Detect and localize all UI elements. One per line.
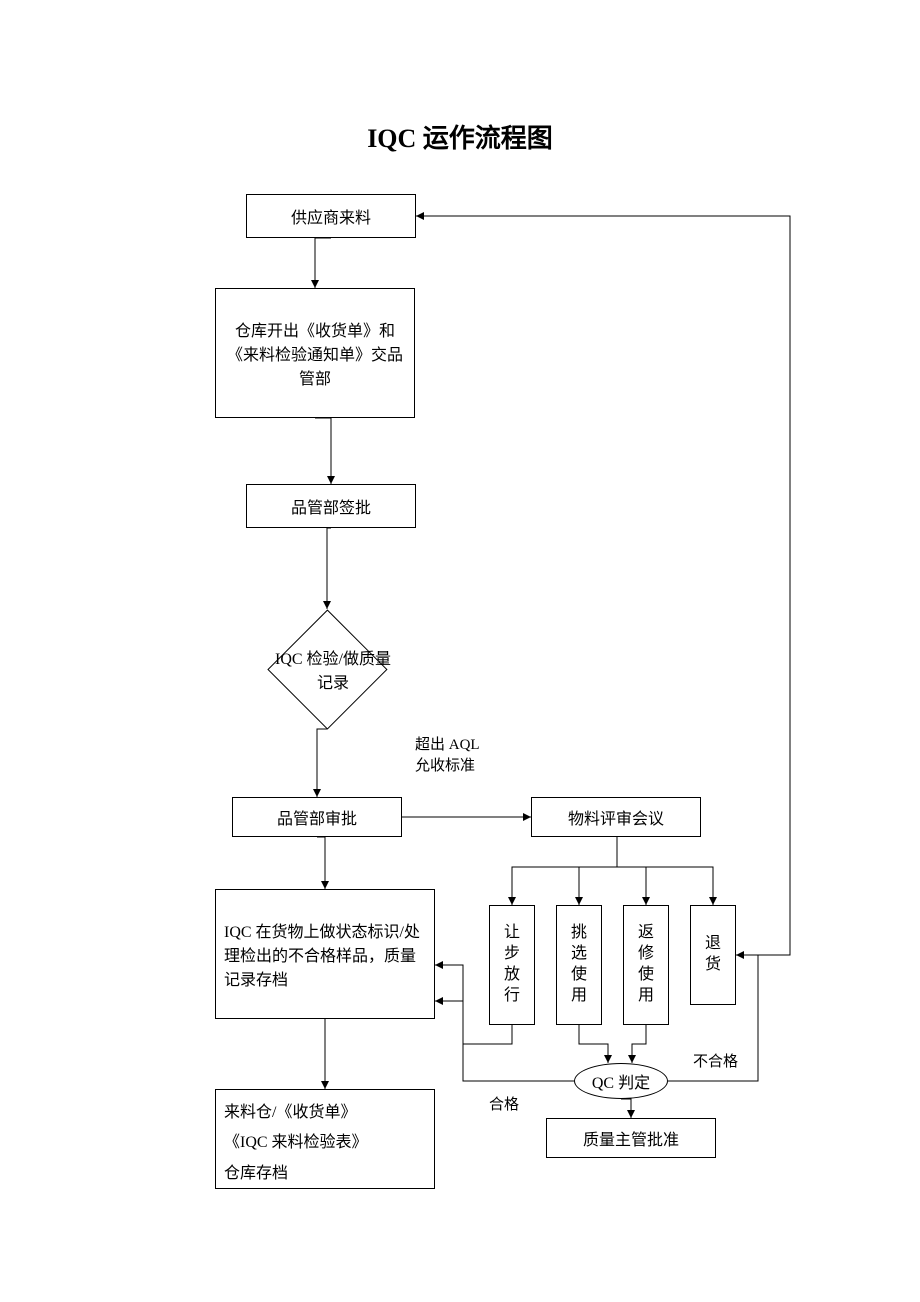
node-qc-judge: QC 判定 — [574, 1063, 668, 1099]
node-supervisor-approve: 质量主管批准 — [546, 1118, 716, 1158]
node-rework-use: 返修使用 — [623, 905, 669, 1025]
node-sort-use: 挑选使用 — [556, 905, 602, 1025]
flowchart-title: IQC 运作流程图 — [0, 118, 920, 155]
node-supplier: 供应商来料 — [246, 194, 416, 238]
node-iqc-mark: IQC 在货物上做状态标识/处理检出的不合格样品，质量记录存档 — [215, 889, 435, 1019]
node-archive: 来料仓/《收货单》 《IQC 来料检验表》 仓库存档 — [215, 1089, 435, 1189]
node-qc-sign: 品管部签批 — [246, 484, 416, 528]
edges-layer — [0, 0, 920, 1302]
diamond-text: IQC 检验/做质量记录 — [262, 609, 404, 729]
node-warehouse-issue: 仓库开出《收货单》和《来料检验通知单》交品管部 — [215, 288, 415, 418]
flowchart-canvas: IQC 运作流程图 供应商来料 仓库开出《收货单》和《来料检验通知单》交品管部 … — [0, 0, 920, 1302]
node-return: 退货 — [690, 905, 736, 1005]
label-fail: 不合格 — [693, 1050, 738, 1071]
node-material-review: 物料评审会议 — [531, 797, 701, 837]
node-concession: 让步放行 — [489, 905, 535, 1025]
node-qc-approve: 品管部审批 — [232, 797, 402, 837]
label-pass: 合格 — [489, 1093, 519, 1114]
label-aql: 超出 AQL 允收标准 — [415, 735, 480, 777]
node-iqc-inspect: IQC 检验/做质量记录 — [262, 609, 392, 729]
